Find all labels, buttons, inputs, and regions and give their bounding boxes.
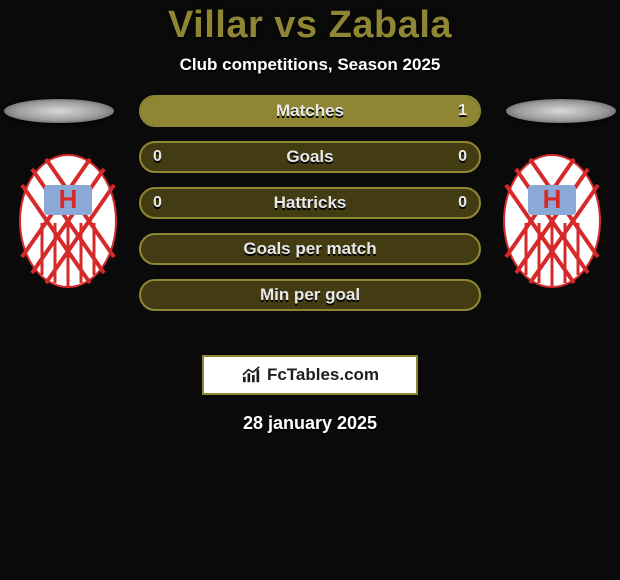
brand-label: FcTables.com xyxy=(267,365,379,385)
page-title: Villar vs Zabala xyxy=(168,4,452,47)
stat-label: Goals per match xyxy=(243,239,376,259)
player-avatar-right: H xyxy=(498,149,606,293)
stat-bar: Min per goal xyxy=(139,279,481,311)
stat-value-right: 0 xyxy=(458,148,467,166)
stats-arena: H H xyxy=(0,99,620,339)
stat-label: Goals xyxy=(286,147,333,167)
stat-label: Hattricks xyxy=(274,193,347,213)
stat-value-left: 0 xyxy=(153,148,162,166)
avatar-spotlight-left xyxy=(4,99,114,123)
brand-box: FcTables.com xyxy=(202,355,418,395)
comparison-card: Villar vs Zabala Club competitions, Seas… xyxy=(0,0,620,580)
svg-text:H: H xyxy=(59,184,78,214)
chart-icon xyxy=(241,366,263,384)
stat-label: Matches xyxy=(276,101,344,121)
stat-value-right: 1 xyxy=(458,102,467,120)
date-label: 28 january 2025 xyxy=(243,413,377,434)
stat-bar: 0 Hattricks 0 xyxy=(139,187,481,219)
stat-bar: 0 Goals 0 xyxy=(139,141,481,173)
stat-value-right: 0 xyxy=(458,194,467,212)
subtitle: Club competitions, Season 2025 xyxy=(180,55,441,75)
stat-label: Min per goal xyxy=(260,285,360,305)
stat-bars: Matches 1 0 Goals 0 0 Hattricks 0 xyxy=(139,95,481,311)
player-avatar-left: H xyxy=(14,149,122,293)
svg-text:H: H xyxy=(543,184,562,214)
stat-bar: Matches 1 xyxy=(139,95,481,127)
stat-bar: Goals per match xyxy=(139,233,481,265)
stat-value-left: 0 xyxy=(153,194,162,212)
avatar-spotlight-right xyxy=(506,99,616,123)
